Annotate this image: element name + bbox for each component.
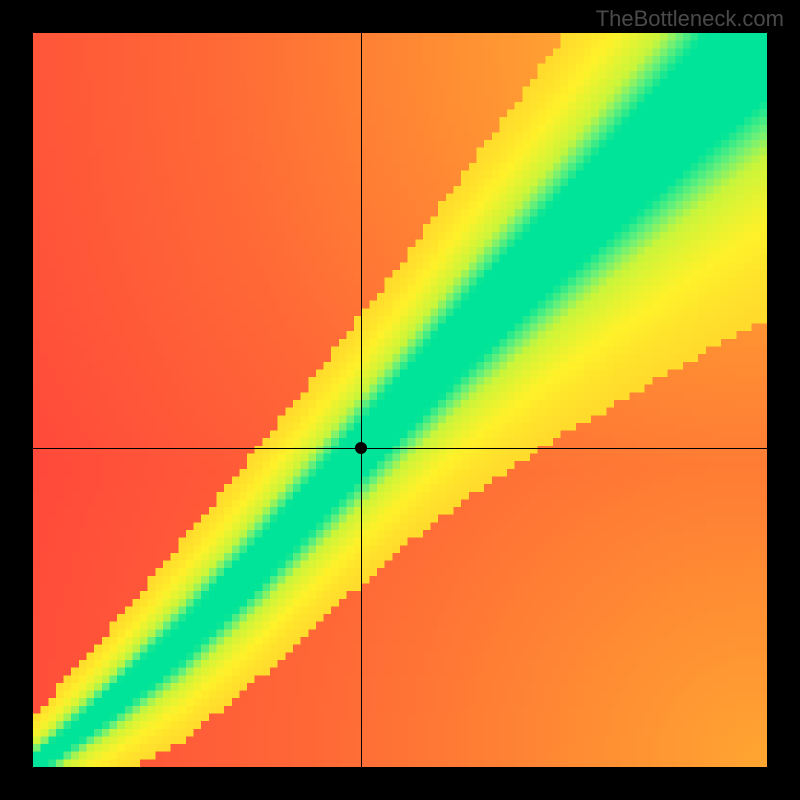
bottleneck-heatmap-plot [33, 33, 767, 767]
heatmap-canvas [33, 33, 767, 767]
crosshair-horizontal [33, 448, 767, 449]
watermark-text: TheBottleneck.com [596, 6, 784, 32]
crosshair-vertical [361, 33, 362, 767]
data-point-marker [355, 442, 367, 454]
